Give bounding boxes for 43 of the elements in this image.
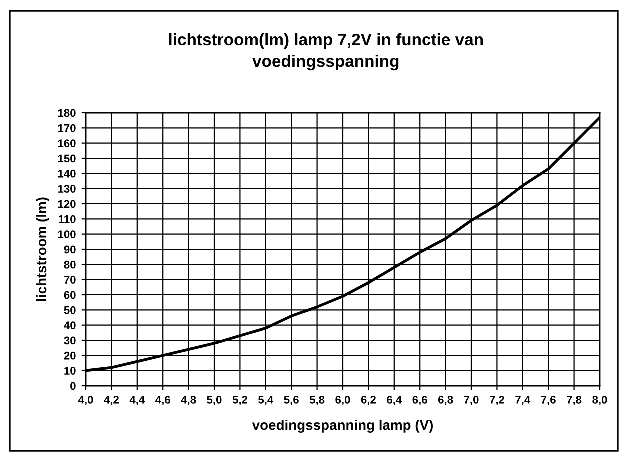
x-tick-label: 5,2 xyxy=(232,396,248,406)
x-tick-label: 6,0 xyxy=(336,396,350,406)
y-tick-label: 20 xyxy=(64,352,76,360)
x-tick-label: 5,6 xyxy=(284,396,299,406)
x-tick-label: 6,6 xyxy=(412,396,428,406)
y-tick-label: 50 xyxy=(64,306,76,314)
x-tick-label: 7,6 xyxy=(541,396,556,406)
x-tick-label: 5,0 xyxy=(207,396,222,406)
x-tick-label: 4,0 xyxy=(78,396,94,406)
y-tick-label: 110 xyxy=(59,215,76,224)
y-tick-label: 150 xyxy=(58,154,76,163)
y-axis-title: lichtstroom (lm) xyxy=(36,198,50,301)
y-tick-label: 90 xyxy=(64,246,76,254)
x-tick-label: 6,4 xyxy=(387,396,402,406)
x-tick-label: 4,6 xyxy=(156,396,170,406)
x-tick-label: 7,0 xyxy=(464,396,479,406)
x-tick-label: 6,2 xyxy=(361,396,376,406)
y-tick-label: 120 xyxy=(58,200,76,208)
x-tick-label: 7,8 xyxy=(567,396,582,406)
y-tick-label: 140 xyxy=(58,170,76,178)
y-tick-label: 60 xyxy=(64,291,76,300)
y-tick-label: 30 xyxy=(64,336,76,345)
x-tick-label: 4,4 xyxy=(130,396,146,406)
y-tick-label: 160 xyxy=(58,140,76,148)
y-tick-label: 100 xyxy=(58,230,76,238)
y-tick-label: 130 xyxy=(58,185,76,193)
x-tick-label: 5,4 xyxy=(258,396,274,406)
x-tick-label: 6,8 xyxy=(438,396,454,406)
y-tick-label: 70 xyxy=(64,276,76,284)
y-tick-label: 10 xyxy=(64,367,76,375)
x-tick-label: 8,0 xyxy=(592,396,608,406)
x-tick-label: 4,2 xyxy=(104,396,119,406)
chart-title: lichtstroom(lm) lamp 7,2V in functie van voedingsspanning xyxy=(169,33,483,71)
x-tick-label: 7,2 xyxy=(490,396,504,406)
y-tick-label: 180 xyxy=(58,109,76,118)
y-tick-label: 0 xyxy=(70,382,76,390)
x-tick-label: 4,8 xyxy=(181,396,196,406)
x-tick-label: 7,4 xyxy=(516,396,531,406)
y-tick-label: 170 xyxy=(58,124,76,132)
y-tick-label: 80 xyxy=(64,260,76,269)
x-axis-title: voedingsspanning lamp (V) xyxy=(252,420,433,433)
x-tick-label: 5,8 xyxy=(310,396,325,406)
y-tick-label: 40 xyxy=(64,322,76,330)
